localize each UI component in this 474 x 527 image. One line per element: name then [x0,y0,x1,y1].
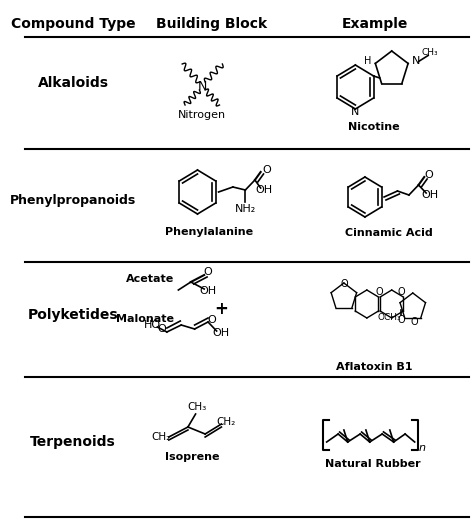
Text: OH: OH [255,185,272,195]
Text: O: O [375,287,383,297]
Text: CH₃: CH₃ [422,48,438,57]
Text: Alkaloids: Alkaloids [37,76,109,90]
Text: +: + [214,300,228,318]
Text: O: O [425,170,433,180]
Text: N: N [198,81,207,93]
Text: Nicotine: Nicotine [348,122,400,132]
Text: O: O [398,315,405,325]
Text: CH₃: CH₃ [188,402,207,412]
Text: O: O [204,267,212,277]
Text: O: O [262,165,271,175]
Text: Cinnamic Acid: Cinnamic Acid [345,228,433,238]
Text: OH: OH [212,328,229,338]
Text: Phenylalanine: Phenylalanine [165,227,253,237]
Text: Terpenoids: Terpenoids [30,435,116,449]
Text: Polyketides: Polyketides [28,307,118,321]
Text: OH: OH [200,286,217,296]
Text: Example: Example [341,17,408,31]
Text: H: H [364,56,371,66]
Text: Acetate: Acetate [126,274,174,284]
Text: O: O [411,317,419,327]
Text: O: O [340,279,348,289]
Text: NH₂: NH₂ [235,204,256,214]
Text: N: N [351,107,360,117]
Text: Compound Type: Compound Type [11,17,136,31]
Text: Building Block: Building Block [156,17,267,31]
Text: O: O [158,324,166,334]
Text: Malonate: Malonate [116,314,174,324]
Text: Natural Rubber: Natural Rubber [325,459,420,469]
Text: O: O [208,315,216,325]
Text: Aflatoxin B1: Aflatoxin B1 [336,362,413,372]
Text: OH: OH [421,190,438,200]
Text: HO: HO [144,320,161,330]
Text: Isoprene: Isoprene [165,452,220,462]
Text: O: O [398,287,405,297]
Text: CH₂: CH₂ [152,432,171,442]
Text: CH₂: CH₂ [217,417,236,427]
Text: Nitrogen: Nitrogen [178,110,227,120]
Text: n: n [419,443,426,453]
Text: N: N [411,56,420,66]
Text: OCH₃: OCH₃ [377,314,401,323]
Text: Phenylpropanoids: Phenylpropanoids [10,194,136,207]
